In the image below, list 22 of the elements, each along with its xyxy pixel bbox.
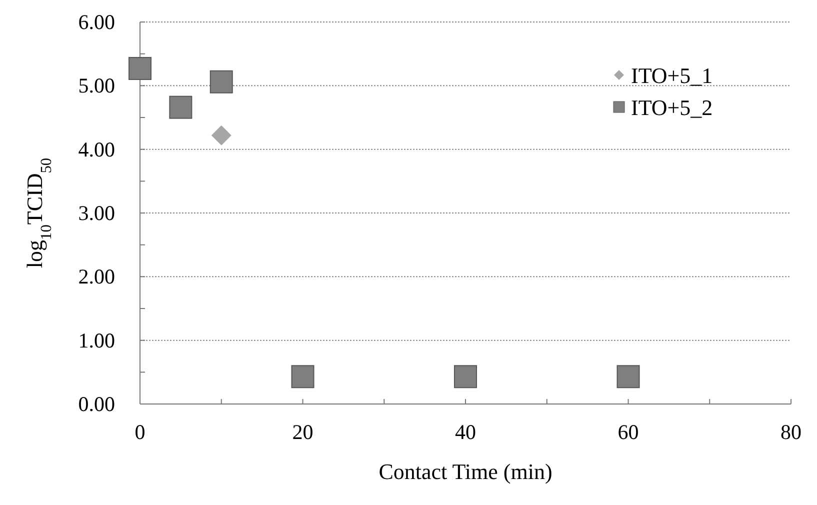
point [454,365,477,388]
legend-label: ITO+5_2 [631,95,713,120]
x-tick-label: 20 [292,420,314,444]
point [291,365,314,388]
y-tick-label: 0.00 [78,392,115,416]
x-axis-title: Contact Time (min) [378,459,552,484]
point [128,56,152,80]
x-tick-label: 60 [618,420,639,444]
point [211,125,232,146]
y-tick-label: 5.00 [78,74,115,98]
x-tick-label: 80 [780,420,802,444]
point [169,96,192,119]
point [616,365,640,388]
legend-label: ITO+5_1 [631,63,713,88]
x-tick-label: 40 [455,420,476,444]
y-tick-label: 6.00 [78,10,115,34]
y-tick-label: 1.00 [78,328,115,352]
y-tick-label: 4.00 [78,137,115,162]
y-tick-label: 2.00 [78,264,115,289]
y-tick-label: 3.00 [78,201,115,225]
point [210,70,233,94]
x-tick-label: 0 [134,420,146,444]
